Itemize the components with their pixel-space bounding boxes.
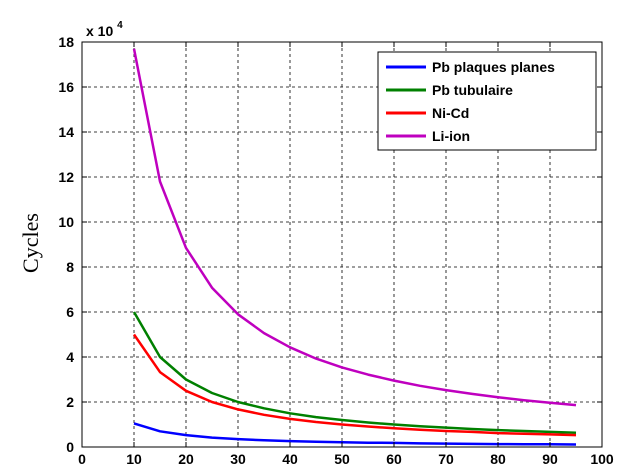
y-tick-label: 8 (66, 259, 74, 275)
series-line-li-ion (132, 48, 577, 407)
legend-label-li-ion: Li-ion (432, 128, 470, 144)
y-multiplier: x 10 4 (86, 20, 123, 39)
y-axis-label: Cycles (18, 213, 43, 273)
y-tick-label: 16 (58, 79, 74, 95)
x-tick-label: 40 (282, 451, 298, 466)
x-tick-label: 10 (126, 451, 142, 466)
y-tick-label: 6 (66, 304, 74, 320)
y-axis: 0 2 4 6 8 10 12 14 16 18 (58, 34, 602, 455)
x-tick-label: 80 (490, 451, 506, 466)
x-tick-label: 60 (386, 451, 402, 466)
x-tick-label: 20 (178, 451, 194, 466)
y-tick-label: 2 (66, 394, 74, 410)
x-tick-label: 50 (334, 451, 350, 466)
x-axis: 0 10 20 30 40 50 60 70 80 90 100 (78, 42, 614, 466)
legend-label-pb-tubulaire: Pb tubulaire (432, 82, 513, 98)
series-line-pb-plaques-planes (133, 422, 577, 446)
series-line-ni-cd (132, 333, 577, 437)
x-tick-label: 30 (230, 451, 246, 466)
legend-label-pb-plaques-planes: Pb plaques planes (432, 59, 555, 75)
y-tick-label: 0 (66, 439, 74, 455)
y-tick-label: 14 (58, 124, 74, 140)
x-tick-label: 100 (590, 451, 614, 466)
legend-label-ni-cd: Ni-Cd (432, 105, 469, 121)
x-tick-label: 90 (542, 451, 558, 466)
series-group (132, 48, 577, 446)
y-tick-label: 4 (66, 349, 74, 365)
y-tick-label: 12 (58, 169, 74, 185)
y-multiplier-exponent: 4 (117, 20, 123, 31)
y-tick-label: 10 (58, 214, 74, 230)
y-multiplier-base: x 10 (86, 23, 113, 39)
series-line-pb-tubulaire (132, 311, 577, 435)
x-tick-label: 70 (438, 451, 454, 466)
x-tick-label: 0 (78, 451, 86, 466)
y-tick-label: 18 (58, 34, 74, 50)
legend: Pb plaques planes Pb tubulaire Ni-Cd Li-ion (377, 51, 597, 151)
grid (82, 42, 602, 447)
